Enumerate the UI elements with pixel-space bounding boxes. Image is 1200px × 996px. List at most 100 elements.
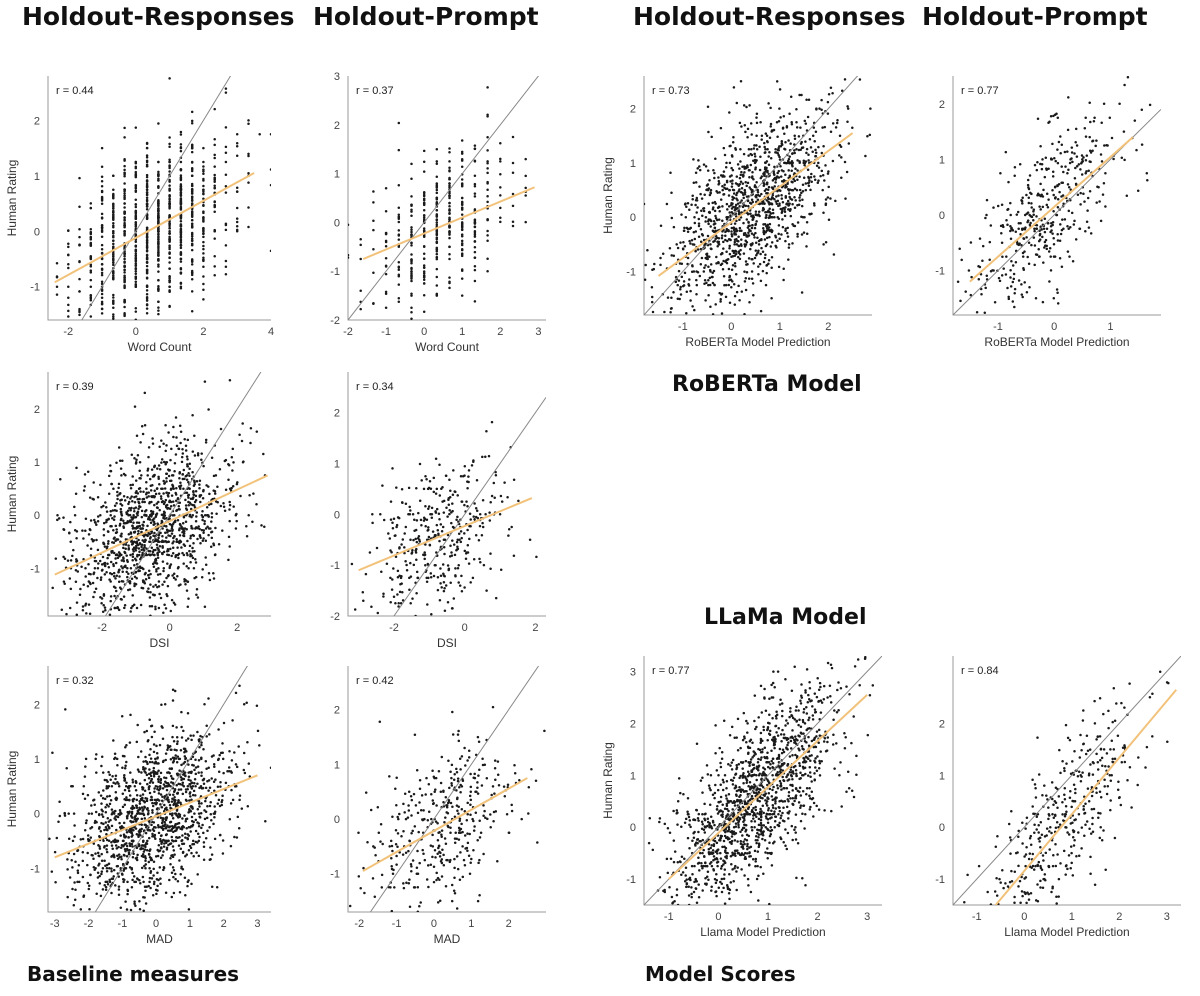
data-point — [422, 294, 426, 297]
data-point — [486, 188, 489, 191]
data-point — [796, 169, 799, 172]
data-point — [159, 596, 163, 600]
data-point — [145, 202, 149, 206]
data-point — [725, 161, 728, 165]
data-point — [719, 300, 722, 303]
data-point — [1002, 225, 1005, 229]
data-point — [168, 77, 171, 80]
data-point — [788, 195, 791, 199]
data-point — [678, 262, 682, 265]
data-point — [435, 487, 439, 491]
data-point — [731, 155, 734, 158]
data-point — [112, 203, 115, 206]
data-point — [158, 545, 162, 548]
data-point — [710, 247, 713, 251]
data-point — [466, 543, 470, 547]
data-point — [1038, 205, 1041, 208]
data-point — [100, 813, 104, 816]
data-point — [115, 530, 119, 534]
data-point — [100, 226, 104, 229]
data-point — [224, 223, 228, 227]
data-point — [100, 296, 104, 300]
data-point — [224, 91, 228, 94]
data-point — [813, 139, 816, 143]
data-point — [1094, 144, 1097, 148]
data-point — [793, 149, 796, 152]
data-point — [198, 483, 201, 486]
data-point — [269, 132, 271, 136]
data-point — [410, 214, 413, 218]
data-point — [94, 587, 98, 590]
data-point — [187, 567, 190, 570]
data-point — [762, 230, 765, 234]
data-point — [1009, 225, 1012, 228]
data-point — [724, 295, 728, 299]
data-point — [764, 161, 767, 165]
data-point — [1020, 244, 1023, 247]
data-point — [709, 305, 712, 309]
data-point — [442, 511, 446, 514]
heading-col3: Holdout-Responses — [633, 2, 906, 31]
data-point — [1140, 143, 1144, 146]
data-point — [817, 179, 820, 182]
data-point — [175, 444, 179, 448]
data-point — [199, 541, 202, 545]
data-point — [112, 315, 115, 318]
data-point — [711, 281, 715, 285]
data-point — [767, 155, 770, 158]
data-point — [763, 189, 767, 192]
data-point — [787, 243, 791, 246]
data-point — [730, 268, 734, 272]
data-point — [147, 491, 150, 494]
data-point — [171, 546, 175, 549]
data-point — [112, 207, 115, 210]
fit-line — [657, 132, 854, 277]
data-point — [75, 601, 79, 604]
y-tick-label: -2 — [330, 315, 340, 327]
data-point — [100, 257, 104, 261]
data-point — [1030, 192, 1033, 196]
data-point — [168, 205, 171, 209]
data-point — [1045, 192, 1049, 196]
data-point — [161, 545, 164, 548]
data-point — [704, 299, 707, 302]
data-point — [104, 501, 107, 504]
data-point — [1046, 222, 1050, 225]
data-point — [158, 508, 161, 512]
data-point — [203, 513, 207, 517]
data-point — [1000, 241, 1004, 244]
data-point — [190, 798, 193, 802]
data-point — [1053, 185, 1057, 189]
data-point — [460, 589, 464, 593]
data-point — [84, 575, 87, 578]
data-point — [435, 255, 439, 259]
data-point — [807, 175, 810, 179]
y-tick-label: 0 — [939, 210, 945, 222]
data-point — [396, 569, 400, 573]
data-point — [113, 515, 116, 518]
data-point — [689, 242, 692, 245]
data-point — [451, 539, 454, 542]
data-point — [1025, 193, 1028, 197]
data-point — [231, 484, 235, 488]
data-point — [743, 171, 746, 174]
heading-col1: Holdout-Responses — [22, 2, 295, 31]
x-tick-label: 4 — [268, 326, 274, 338]
data-point — [1020, 283, 1023, 286]
data-point — [411, 597, 414, 600]
data-point — [167, 553, 171, 557]
data-point — [755, 148, 759, 151]
data-point — [112, 236, 115, 239]
data-point — [489, 552, 492, 555]
data-point — [738, 226, 742, 230]
data-point — [492, 481, 496, 485]
y-tick-label: -1 — [935, 266, 945, 278]
data-point — [147, 446, 151, 449]
data-point — [652, 267, 656, 271]
data-point — [751, 282, 755, 285]
x-tick-label: 3 — [535, 326, 541, 338]
data-point — [202, 218, 205, 222]
data-point — [167, 491, 171, 495]
data-point — [1067, 185, 1071, 189]
data-point — [181, 452, 185, 455]
